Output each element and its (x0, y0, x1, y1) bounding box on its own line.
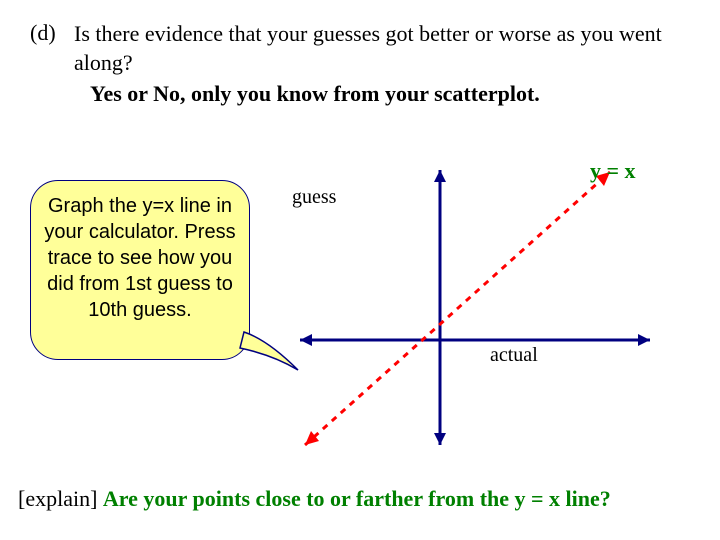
callout-text: Graph the y=x line in your calculator. P… (44, 195, 235, 321)
question-label: (d) (30, 20, 70, 46)
callout-box: Graph the y=x line in your calculator. P… (30, 180, 250, 360)
y-axis-label: guess (292, 186, 336, 209)
explain-line: [explain] Are your points close to or fa… (18, 486, 611, 512)
x-axis-label: actual (490, 344, 538, 367)
explain-question: Are your points close to or farther from… (103, 486, 611, 511)
question-text: Is there evidence that your guesses got … (74, 20, 694, 77)
question-answer: Yes or No, only you know from your scatt… (90, 81, 700, 107)
explain-tag: [explain] (18, 486, 97, 511)
question-block: (d) Is there evidence that your guesses … (30, 20, 700, 107)
scatterplot-graph (290, 150, 670, 450)
yx-line-label: y = x (590, 158, 636, 184)
